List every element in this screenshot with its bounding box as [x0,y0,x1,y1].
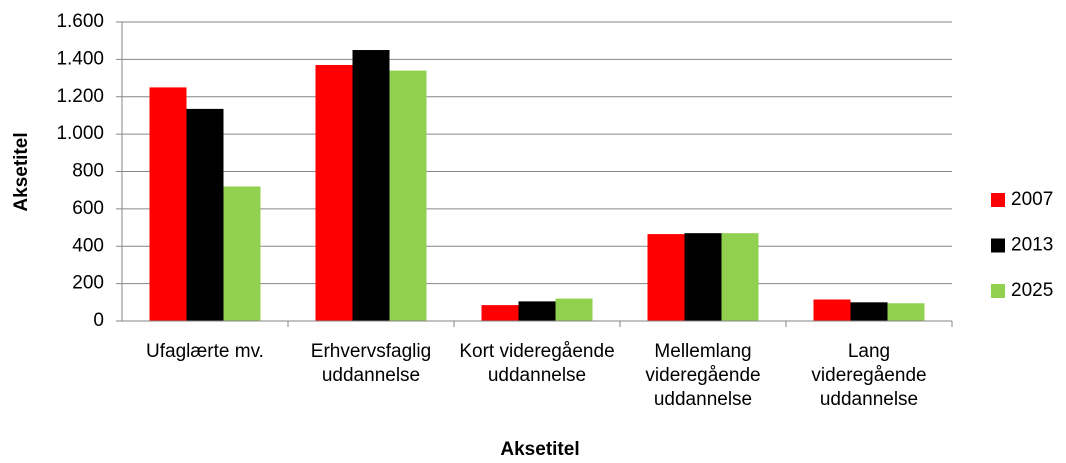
bar [850,302,888,321]
y-tick-label: 1.600 [56,11,104,32]
x-tick-label: Lang videregående uddannelse [811,341,927,410]
bar [813,299,851,321]
x-tick-label: Kort videregående uddannelse [459,341,615,386]
x-axis-title: Aksetitel [500,439,579,460]
bar [315,64,353,321]
legend-label: 2025 [1011,280,1053,301]
bar [721,233,759,321]
legend-swatch [991,284,1005,298]
y-tick-label: 200 [72,273,104,294]
y-tick-label: 1.200 [56,86,104,107]
x-tick-label: Erhvervsfaglig uddannelse [310,341,432,386]
y-tick-label: 0 [93,310,104,331]
legend-label: 2007 [1011,189,1053,210]
x-tick-label: Mellemlang videregående uddannelse [645,341,761,410]
bar [186,108,224,321]
bar [223,186,261,321]
y-tick-label: 1.000 [56,123,104,144]
y-tick-label: 1.400 [56,48,104,69]
bar [352,50,390,321]
x-tick-label: Ufaglærte mv. [146,341,264,362]
bar [389,70,427,322]
bar [647,234,685,321]
legend-label: 2013 [1011,235,1053,256]
legend-swatch [991,238,1005,253]
y-tick-label: 400 [72,235,104,256]
bar [518,301,556,321]
y-tick-label: 800 [72,161,104,182]
bar [481,305,519,321]
y-axis-title: Aksetitel [11,132,32,211]
bar [149,87,187,321]
y-tick-label: 600 [72,198,104,219]
bar [887,303,925,321]
legend-swatch [991,193,1005,207]
bar [555,298,593,321]
bar [684,233,722,321]
